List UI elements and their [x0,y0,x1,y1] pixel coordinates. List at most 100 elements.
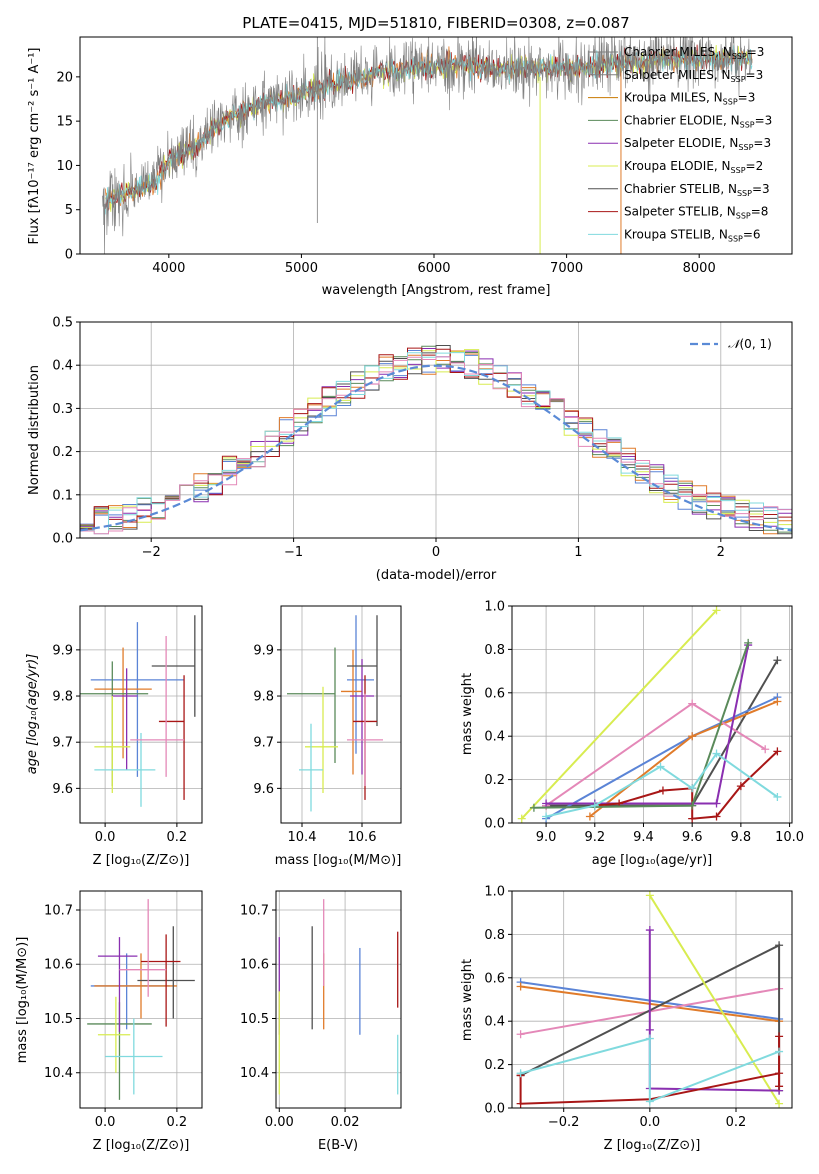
age-z-ytick-label: 9.9 [52,643,73,658]
mw-z-marker [516,1030,525,1039]
hist-xtick-label: −2 [142,545,161,560]
spectrum-xlabel: wavelength [Angstrom, rest frame] [322,283,551,298]
mw-z-xtick-label: 0.2 [726,1115,747,1130]
mw-age-ytick-label: 1.0 [484,600,505,615]
mw-age-ylabel: mass weight [460,673,475,755]
mw-z-marker [645,926,654,935]
spectrum-ytick-label: 20 [56,70,73,85]
age-mass-ytick-label: 9.9 [253,643,274,658]
hist-series [80,352,792,535]
spectrum-legend-label: Salpeter MILES, NSSP=3 [624,68,763,84]
hist-steps [80,345,792,535]
hist-ylabel: Normed distribution [27,365,42,495]
mw-age-frame [511,605,793,824]
age-z-xlabel: Z [log₁₀(Z/Z⊙)] [93,853,190,868]
mw-age-marker [688,699,697,708]
mw-age-xtick-label: 9.0 [536,830,557,845]
mw-z-ytick-label: 0.0 [484,1102,505,1117]
mw-age-series [545,752,778,818]
mw-z-lines [516,891,784,1108]
mass-ebv-xlabel: E(B-V) [318,1138,358,1153]
hist-xtick-label: −1 [284,545,303,560]
mass-z-frame [79,890,203,1109]
hist-xlabel: (data-model)/error [376,568,497,583]
mass-ebv-xtick-label: 0.02 [331,1115,360,1130]
mass-ebv-ytick-label: 10.5 [240,1012,269,1027]
mw-z-ytick-label: 0.8 [484,928,505,943]
mw-z-marker [775,1032,784,1041]
spectrum-legend-label: Kroupa ELODIE, NSSP=2 [624,159,763,175]
mw-z-marker [645,1034,654,1043]
spectrum-legend-label: Salpeter ELODIE, NSSP=3 [624,136,771,152]
mw-z-series [520,1037,780,1103]
spectrum-legend-label: Kroupa STELIB, NSSP=6 [624,227,761,243]
age-z-ytick-label: 9.6 [52,782,73,797]
mw-z-series [648,894,780,1105]
spectrum-xtick-label: 4000 [152,261,185,276]
age-mass-frame [280,605,402,824]
age-z-frame [79,605,203,824]
mw-age-lines [517,606,782,823]
mass-ebv-xtick-label: 0.00 [265,1115,294,1130]
age-z-xtick-label: 0.2 [167,830,188,845]
hist-xtick-label: 2 [717,545,725,560]
mw-age-series [520,609,718,820]
mw-age-ytick-label: 0.2 [484,773,505,788]
mw-z-marker [775,941,784,950]
age-mass-ytick-label: 9.7 [253,736,274,751]
spectrum-axes: 4000 5000 6000 7000 8000 0 5 10 15 20 [56,70,715,276]
age-mass-xlabel: mass [log₁₀(M/M⊙)] [275,853,402,868]
mw-z-marker [775,1082,784,1091]
mass-z-axes: 0.0 0.2 10.4 10.5 10.6 10.7 [44,891,202,1130]
hist-xtick-label: 1 [574,545,582,560]
spectrum-ytick-label: 0 [65,248,73,263]
mw-age-marker [688,732,697,741]
mass-ebv-ytick-label: 10.6 [240,958,269,973]
hist-ytick-label: 0.3 [52,402,73,417]
mass-z-xtick-label: 0.0 [95,1115,116,1130]
mw-age-marker [712,812,721,821]
mw-age-marker [773,697,782,706]
spectrum-lines [102,37,753,254]
spectrum-legend-label: Chabrier ELODIE, NSSP=3 [624,113,772,129]
mw-age-xlabel: age [log₁₀(age/yr)] [592,853,713,868]
spectrum-legend-label: Chabrier STELIB, NSSP=3 [624,182,770,198]
mass-ebv-frame [275,890,402,1109]
mw-age-xtick-label: 9.6 [682,830,703,845]
mass-z-xlabel: Z [log₁₀(Z/Z⊙)] [93,1138,190,1153]
mw-age-xtick-label: 9.4 [633,830,654,845]
spectrum-legend: Chabrier MILES, NSSP=3 Salpeter MILES, NS… [588,45,772,243]
mw-z-axes: −0.2 0.0 0.2 0.0 0.2 0.4 0.6 0.8 1.0 [484,885,792,1130]
mass-ebv-ytick-label: 10.4 [240,1066,269,1081]
spectrum-frame [79,36,793,255]
mw-z-ytick-label: 0.6 [484,971,505,986]
age-z-points [80,615,196,807]
mw-z-xtick-label: 0.0 [640,1115,661,1130]
spectrum-ytick-label: 5 [65,203,73,218]
mw-z-marker [645,891,654,900]
mass-z-ytick-label: 10.7 [44,903,73,918]
age-mass-grid [281,606,401,823]
mw-age-marker [656,762,665,771]
mw-z-frame [511,890,793,1109]
mw-z-ytick-label: 0.2 [484,1058,505,1073]
spectrum-xtick-label: 7000 [550,261,583,276]
age-mass-points [287,615,383,812]
mw-z-marker [775,1069,784,1078]
mw-age-ytick-label: 0.0 [484,817,505,832]
mass-ebv-axes: 0.00 0.02 10.4 10.5 10.6 10.7 [240,891,401,1130]
mw-z-marker [775,1047,784,1056]
hist-legend-label: 𝒩(0, 1) [728,337,772,351]
mw-z-ytick-label: 1.0 [484,885,505,900]
mw-age-marker [542,812,551,821]
mw-age-grid [512,605,792,824]
spectrum-xtick-label: 5000 [285,261,318,276]
hist-ytick-label: 0.0 [52,532,73,547]
mass-ebv-ytick-label: 10.7 [240,903,269,918]
mw-age-marker [542,799,551,808]
age-z-ytick-label: 9.8 [52,690,73,705]
mw-age-marker [688,814,697,823]
mw-age-marker [712,749,721,758]
spectrum-legend-label: Salpeter STELIB, NSSP=8 [624,205,768,221]
